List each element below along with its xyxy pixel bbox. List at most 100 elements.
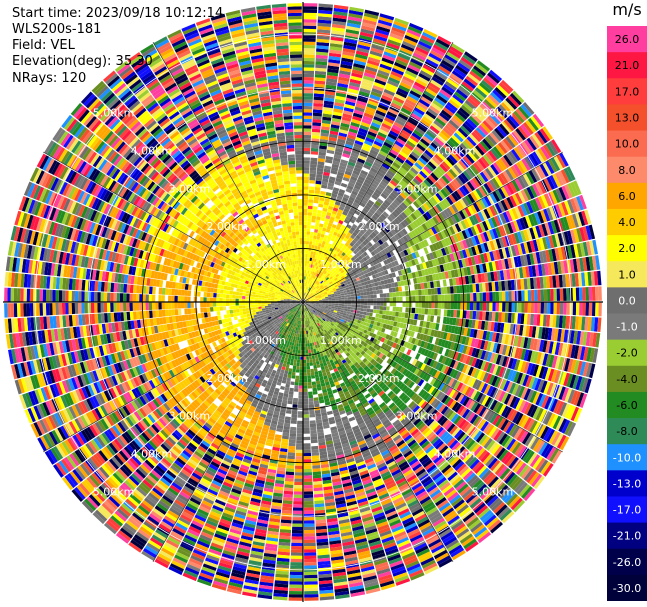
range-gate: [334, 201, 341, 206]
range-gate: [307, 283, 309, 287]
range-gate: [303, 199, 308, 203]
range-gate: [376, 309, 380, 314]
range-gate: [326, 78, 338, 83]
range-gate: [309, 270, 312, 274]
range-gate: [348, 416, 356, 422]
range-gate: [365, 106, 376, 113]
range-gate: [353, 63, 366, 69]
range-gate: [466, 293, 471, 302]
range-gate: [402, 75, 415, 84]
range-gate: [331, 234, 337, 239]
range-gate: [413, 129, 424, 138]
range-gate: [360, 121, 371, 128]
range-gate: [358, 155, 367, 161]
range-gate: [386, 42, 400, 50]
range-gate: [388, 108, 399, 116]
range-gate: [323, 259, 327, 263]
range-gate: [350, 75, 362, 82]
range-gate: [434, 71, 448, 81]
range-gate: [317, 270, 321, 275]
range-gate: [389, 33, 404, 41]
range-gate: [339, 125, 349, 131]
range-gate: [385, 114, 396, 122]
range-gate: [372, 143, 382, 150]
range-gate: [333, 154, 342, 159]
range-gate: [315, 266, 319, 270]
range-gate: [384, 48, 398, 56]
range-gate: [324, 94, 335, 99]
range-gate: [418, 308, 422, 314]
range-gate: [309, 180, 316, 184]
range-gate: [316, 42, 330, 47]
range-gate: [389, 297, 393, 302]
range-gate: [349, 218, 356, 224]
range-gate: [440, 287, 445, 295]
range-gate: [305, 289, 307, 293]
range-gate: [321, 119, 331, 125]
range-gate: [346, 137, 355, 143]
range-gate: [311, 244, 315, 249]
range-gate: [406, 95, 418, 104]
range-gate: [550, 288, 554, 301]
range-gate: [346, 22, 361, 29]
range-gate: [393, 143, 403, 151]
range-gate: [362, 196, 370, 202]
range-gate: [303, 12, 317, 17]
range-gate: [397, 87, 409, 96]
range-gate: [403, 73, 416, 81]
range-gate: [313, 99, 324, 104]
range-gate: [415, 126, 426, 136]
range-gate: [303, 195, 309, 200]
range-gate: [334, 180, 342, 186]
range-gate: [416, 124, 427, 133]
range-gate: [352, 187, 360, 193]
range-gate: [322, 269, 326, 274]
range-gate: [359, 187, 367, 194]
range-gate: [360, 169, 369, 176]
range-gate: [505, 291, 509, 302]
range-gate: [559, 288, 564, 301]
range-gate: [305, 257, 308, 261]
range-gate: [322, 255, 327, 259]
range-gate: [312, 115, 322, 120]
range-gate: [366, 134, 376, 141]
range-gate: [400, 107, 412, 115]
range-gate: [355, 196, 362, 202]
range-gate: [362, 181, 370, 188]
range-gate: [357, 44, 371, 51]
range-gate: [332, 241, 337, 247]
range-gate: [388, 36, 403, 44]
range-gate: [303, 286, 305, 290]
range-gate: [323, 201, 330, 206]
range-gate: [404, 285, 409, 291]
range-gate: [415, 104, 427, 113]
range-gate: [314, 245, 318, 250]
range-gate: [387, 169, 395, 177]
range-gate: [350, 193, 357, 199]
range-gate: [365, 176, 374, 182]
range-gate: [316, 51, 329, 56]
range-gate: [439, 62, 453, 73]
range-gate: [343, 44, 357, 51]
range-gate: [354, 198, 361, 205]
range-gate: [405, 307, 409, 313]
range-gate: [345, 29, 360, 35]
range-gate: [351, 118, 361, 125]
range-gate: [346, 231, 352, 237]
range-gate: [315, 64, 327, 69]
range-gate: [333, 257, 338, 262]
range-gate: [339, 162, 348, 168]
range-gate: [396, 297, 400, 302]
range-gate: [341, 297, 345, 300]
range-gate: [337, 138, 346, 144]
range-gate: [359, 201, 366, 208]
range-gate: [351, 296, 355, 300]
range-gate: [303, 160, 310, 164]
range-gate: [347, 309, 351, 312]
range-gate: [306, 270, 308, 274]
range-gate: [375, 28, 390, 36]
range-gate: [457, 62, 471, 73]
range-gate: [585, 287, 590, 301]
range-gate: [369, 309, 374, 313]
range-gate: [376, 72, 389, 80]
